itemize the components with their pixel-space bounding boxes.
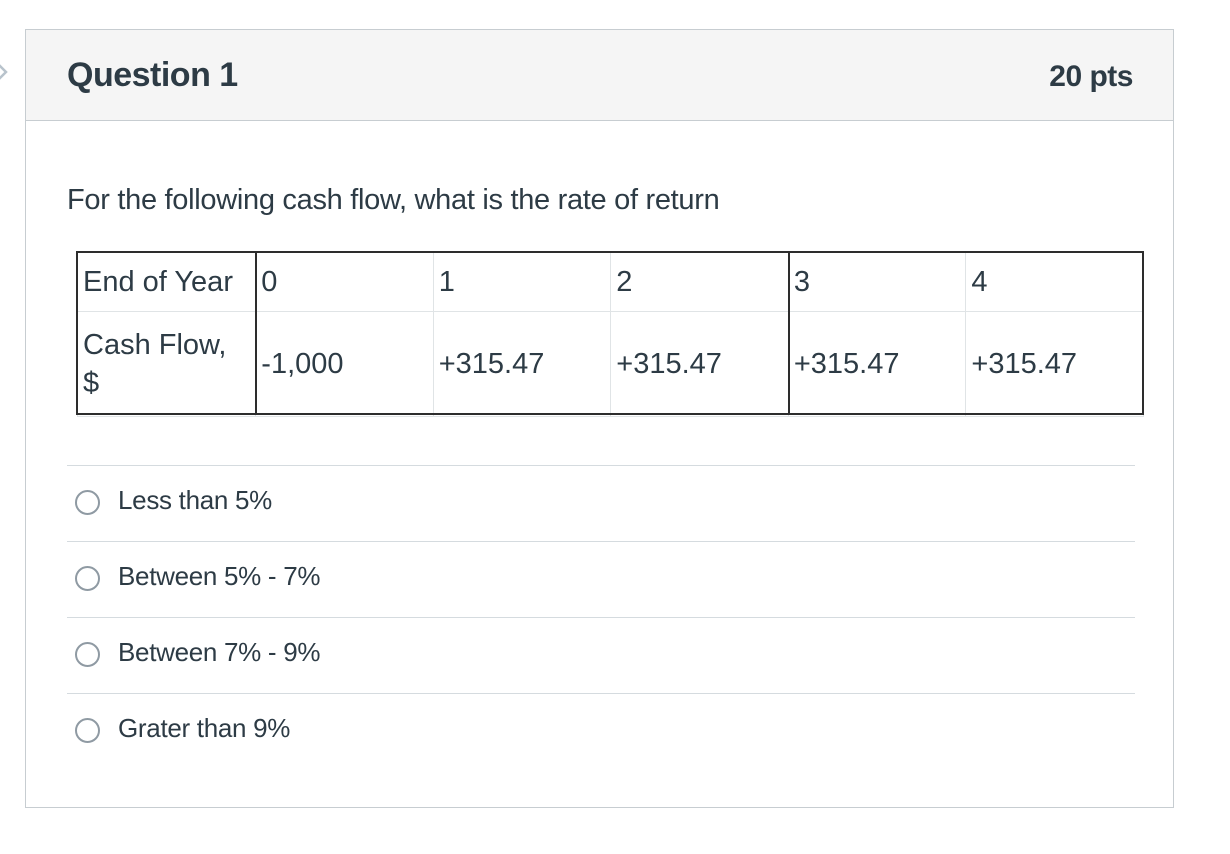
cash-flow-table: End of Year 0 1 2 3 4 Cash Flow, $ -1,00… [76, 252, 1144, 417]
radio-button[interactable] [75, 490, 100, 515]
table-cell-label: End of Year [76, 252, 257, 312]
question-points: 20 pts [1049, 60, 1133, 93]
radio-button[interactable] [75, 566, 100, 591]
table-cell: +315.47 [965, 311, 1144, 417]
question-header: Question 1 20 pts [26, 30, 1173, 121]
answer-list: Less than 5% Between 5% - 7% Between 7% … [67, 465, 1135, 769]
answer-label[interactable]: Grater than 9% [118, 713, 291, 743]
answer-option[interactable]: Between 7% - 9% [67, 617, 1135, 693]
answer-label[interactable]: Between 5% - 7% [118, 561, 321, 591]
table-cell: 1 [432, 252, 612, 312]
answer-option[interactable]: Grater than 9% [67, 693, 1135, 769]
table-cell: 2 [610, 252, 789, 312]
table-cell: 3 [787, 252, 967, 312]
answer-label[interactable]: Less than 5% [118, 485, 272, 515]
table-row-cash-flow: Cash Flow, $ -1,000 +315.47 +315.47 +315… [76, 311, 1144, 417]
question-text: For the following cash flow, what is the… [67, 184, 720, 216]
table-cell: +315.47 [432, 311, 612, 417]
chevron-right-icon [0, 64, 8, 80]
answer-option[interactable]: Less than 5% [67, 465, 1135, 541]
table-cell-label: Cash Flow, $ [76, 311, 257, 417]
table-row-year: End of Year 0 1 2 3 4 [76, 252, 1144, 312]
question-card: Question 1 20 pts For the following cash… [25, 29, 1174, 808]
answer-option[interactable]: Between 5% - 7% [67, 541, 1135, 617]
table-cell: -1,000 [255, 311, 434, 417]
table-cell: +315.47 [787, 311, 967, 417]
table-cell: 4 [965, 252, 1144, 312]
question-title: Question 1 [67, 56, 238, 94]
table-cell: +315.47 [610, 311, 789, 417]
answer-label[interactable]: Between 7% - 9% [118, 637, 321, 667]
radio-button[interactable] [75, 718, 100, 743]
table-cell: 0 [255, 252, 434, 312]
radio-button[interactable] [75, 642, 100, 667]
